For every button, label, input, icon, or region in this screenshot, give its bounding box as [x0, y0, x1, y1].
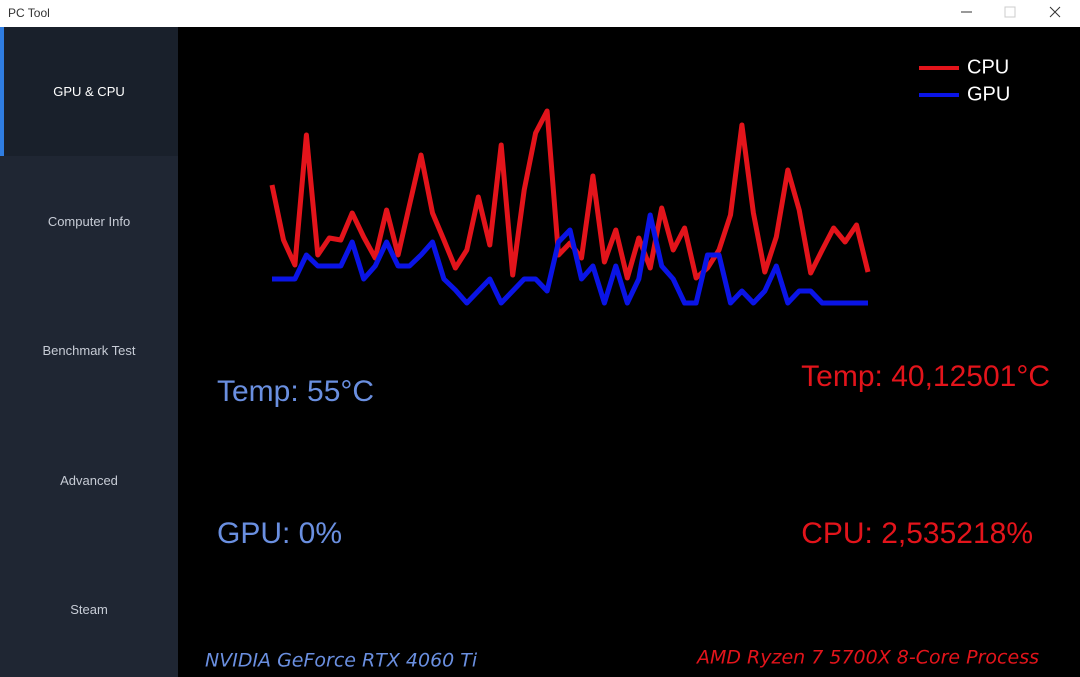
legend-label: GPU [967, 83, 1010, 105]
sidebar: GPU & CPU Computer Info Benchmark Test Adva… [0, 27, 178, 677]
legend-label: CPU [967, 56, 1009, 78]
nav-item[interactable]: Benchmark Test [42, 343, 136, 358]
cpu-usage: CPU: 2,535218% [801, 517, 1033, 550]
close[interactable] [1049, 6, 1061, 18]
window-controls [961, 6, 1061, 18]
maximize[interactable] [1004, 6, 1016, 18]
gpu-name: NVIDIA GeForce RTX 4060 Ti [205, 650, 478, 672]
nav-item[interactable]: GPU & CPU [0, 27, 178, 156]
nav-item[interactable]: Advanced [60, 472, 118, 488]
nav-item[interactable]: Steam [70, 602, 108, 617]
gpu-usage: GPU: 0% [217, 517, 342, 550]
window-title: PC Tool [8, 6, 50, 20]
nav-item[interactable]: Computer Info [47, 213, 131, 229]
series-line [269, 108, 871, 281]
title-bar: PC Tool [0, 0, 1080, 27]
cpu-temp: Temp: 40,12501°C [801, 360, 1050, 393]
gpu-temp: Temp: 55°C [217, 375, 374, 408]
cpu-name: AMD Ryzen 7 5700X 8-Core Process [695, 647, 1039, 669]
series-line [272, 212, 868, 306]
